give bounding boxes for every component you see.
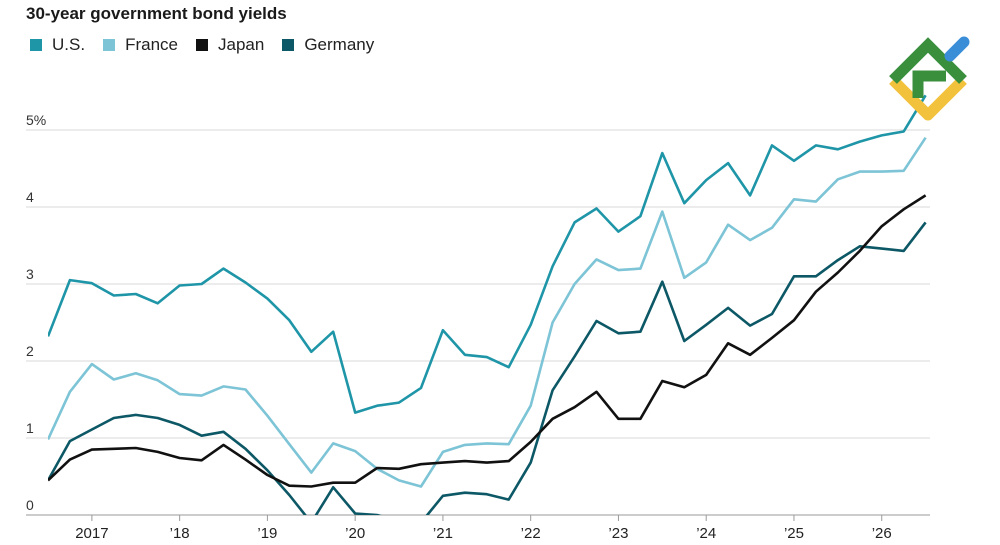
series-line-germany (48, 221, 927, 515)
series-line-france (48, 136, 927, 488)
legend-swatch-france (103, 39, 116, 51)
chart-legend: U.S. France Japan Germany (30, 35, 374, 55)
y-axis-ticks: 0 1 2 3 4 5% (26, 112, 46, 513)
y-tick-label: 3 (26, 266, 34, 282)
x-tick-label: 2017 (75, 525, 108, 542)
x-tick-label: ’24 (696, 525, 716, 542)
legend-label-france: France (125, 35, 178, 54)
y-tick-label: 2 (26, 343, 34, 359)
series-layer (48, 94, 927, 515)
x-tick-label: ’22 (521, 525, 541, 542)
legend-label-japan: Japan (217, 35, 265, 54)
legend-swatch-japan (195, 39, 208, 51)
y-tick-label: 1 (26, 420, 34, 436)
y-tick-label: 5% (26, 112, 46, 128)
x-axis-ticks: 2017 ’18 ’19 ’20 ’21 ’22 ’23 ’24 ’25 ’26 (75, 515, 892, 542)
legend-item-france: France (103, 35, 178, 55)
series-line-us (48, 94, 927, 414)
legend-item-japan: Japan (195, 35, 265, 55)
x-tick-label: ’21 (433, 525, 453, 542)
x-tick-label: ’19 (257, 525, 277, 542)
legend-swatch-us (30, 39, 42, 51)
x-tick-label: ’20 (345, 525, 365, 542)
y-tick-label: 0 (26, 497, 34, 513)
legend-swatch-germany (282, 39, 295, 51)
legend-item-us: U.S. (30, 35, 85, 55)
legend-label-germany: Germany (304, 35, 375, 54)
brand-logo-icon (889, 36, 970, 121)
x-tick-label: ’26 (872, 525, 892, 542)
y-tick-label: 4 (26, 189, 34, 205)
series-line-japan (48, 194, 927, 488)
chart-title: 30-year government bond yields (26, 4, 287, 23)
x-tick-label: ’23 (608, 525, 628, 542)
x-tick-label: ’18 (170, 525, 190, 542)
legend-item-germany: Germany (282, 35, 374, 55)
grid-layer (26, 129, 930, 516)
x-tick-label: ’25 (784, 525, 804, 542)
legend-label-us: U.S. (52, 35, 86, 54)
